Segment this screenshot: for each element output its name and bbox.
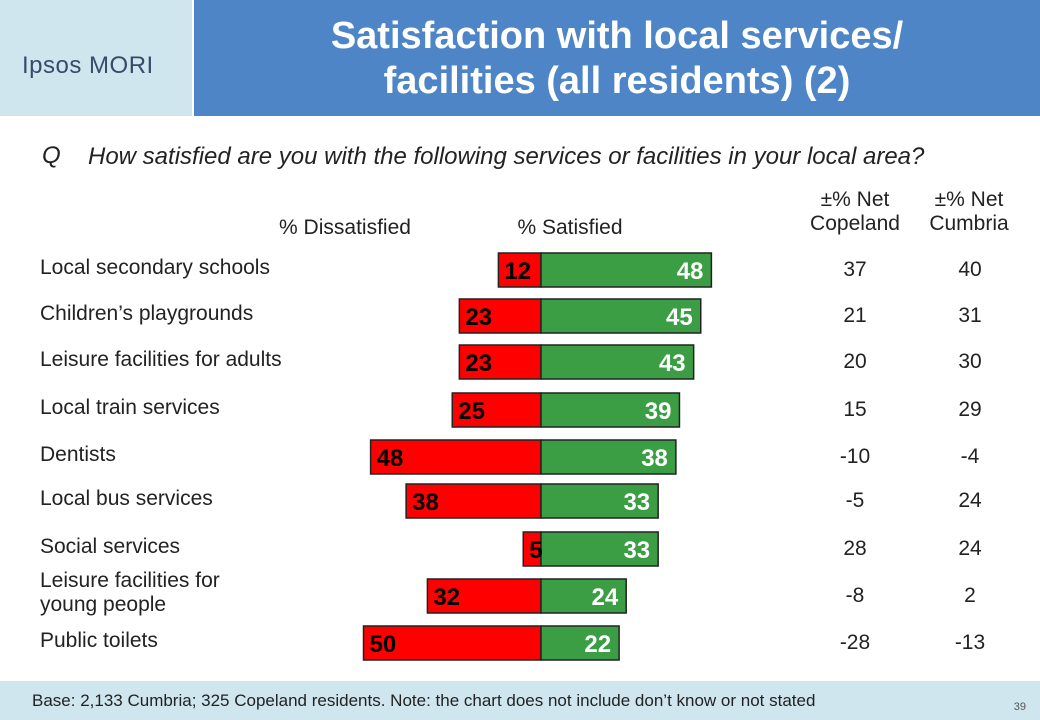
net-copeland-value: -5 (845, 489, 865, 512)
dissatisfied-bar (369, 439, 542, 475)
net-cumbria-value: 24 (958, 537, 982, 560)
dissatisfied-bar (362, 625, 542, 661)
satisfied-value-label: 45 (666, 304, 693, 331)
satisfied-value-label: 38 (641, 445, 668, 472)
category-label: Leisure facilities for young people (40, 569, 220, 616)
net-copeland-value: 28 (843, 537, 867, 560)
net-cumbria-value: 30 (958, 350, 982, 373)
dissatisfied-value-label: 5 (529, 537, 542, 564)
net-cumbria-value: -13 (954, 631, 986, 654)
question-prefix: Q (42, 142, 61, 169)
header-net-cumbria: ±% Net Cumbria (929, 188, 1009, 235)
logo-panel: Ipsos MORI (0, 0, 192, 116)
net-cumbria-value: 24 (958, 489, 982, 512)
header-dissatisfied: % Dissatisfied (279, 216, 411, 239)
net-cumbria-value: 40 (958, 258, 982, 281)
net-cumbria-value: 29 (958, 398, 982, 421)
net-copeland-value: -10 (839, 445, 871, 468)
dissatisfied-bar (458, 298, 542, 334)
dissatisfied-bar (405, 483, 542, 519)
dissatisfied-value-label: 48 (377, 445, 404, 472)
dissatisfied-bar (458, 344, 542, 380)
dissatisfied-value-label: 32 (433, 584, 460, 611)
net-copeland-value: 37 (843, 258, 867, 281)
net-copeland-value: -8 (845, 584, 865, 607)
net-copeland-value: 15 (843, 398, 867, 421)
page-title: Satisfaction with local services/ facili… (194, 14, 1040, 104)
satisfied-bar (540, 439, 677, 475)
satisfied-value-label: 43 (659, 350, 686, 377)
dissatisfied-value-label: 25 (458, 398, 485, 425)
satisfied-bar (540, 625, 620, 661)
net-cumbria-value: 31 (958, 304, 982, 327)
category-label: Dentists (40, 443, 116, 466)
satisfied-value-label: 24 (591, 584, 618, 611)
base-note: Base: 2,133 Cumbria; 325 Copeland reside… (32, 691, 816, 710)
satisfied-value-label: 33 (623, 537, 650, 564)
satisfied-bar (540, 531, 659, 567)
category-label: Public toilets (40, 629, 158, 652)
question-text: How satisfied are you with the following… (88, 143, 925, 170)
net-copeland-value: 21 (843, 304, 867, 327)
ipsos-mori-logo: Ipsos MORI (22, 52, 154, 79)
dissatisfied-value-label: 50 (370, 631, 397, 658)
satisfied-value-label: 33 (623, 489, 650, 516)
net-copeland-value: 20 (843, 350, 867, 373)
net-copeland-value: -28 (839, 631, 871, 654)
category-label: Children’s playgrounds (40, 302, 254, 325)
satisfied-value-label: 48 (677, 258, 704, 285)
satisfied-value-label: 22 (584, 631, 611, 658)
dissatisfied-value-label: 23 (465, 304, 492, 331)
category-label: Social services (40, 535, 181, 558)
page-number: 39 (1013, 701, 1026, 713)
dissatisfied-value-label: 38 (412, 489, 439, 516)
title-line-2: facilities (all residents) (2) (383, 60, 851, 102)
satisfied-bar (540, 578, 627, 614)
net-cumbria-value: 2 (964, 584, 976, 607)
category-label: Leisure facilities for adults (40, 348, 282, 371)
dissatisfied-value-label: 12 (504, 258, 531, 285)
footer-bar: Base: 2,133 Cumbria; 325 Copeland reside… (0, 681, 1040, 720)
category-label: Local train services (40, 396, 220, 419)
satisfied-value-label: 39 (645, 398, 672, 425)
satisfied-bar (540, 298, 702, 334)
dissatisfied-bar (497, 252, 542, 288)
satisfied-bar (540, 392, 681, 428)
satisfied-bar (540, 344, 695, 380)
header-net-copeland: ±% Net Copeland (810, 188, 900, 235)
dissatisfied-value-label: 23 (465, 350, 492, 377)
category-label: Local bus services (40, 487, 213, 510)
title-line-1: Satisfaction with local services/ (330, 15, 904, 57)
satisfied-bar (540, 483, 659, 519)
net-cumbria-value: -4 (960, 445, 980, 468)
satisfied-bar (540, 252, 713, 288)
category-label: Local secondary schools (40, 256, 270, 279)
title-bar: Satisfaction with local services/ facili… (194, 0, 1040, 116)
header-satisfied: % Satisfied (517, 216, 623, 239)
